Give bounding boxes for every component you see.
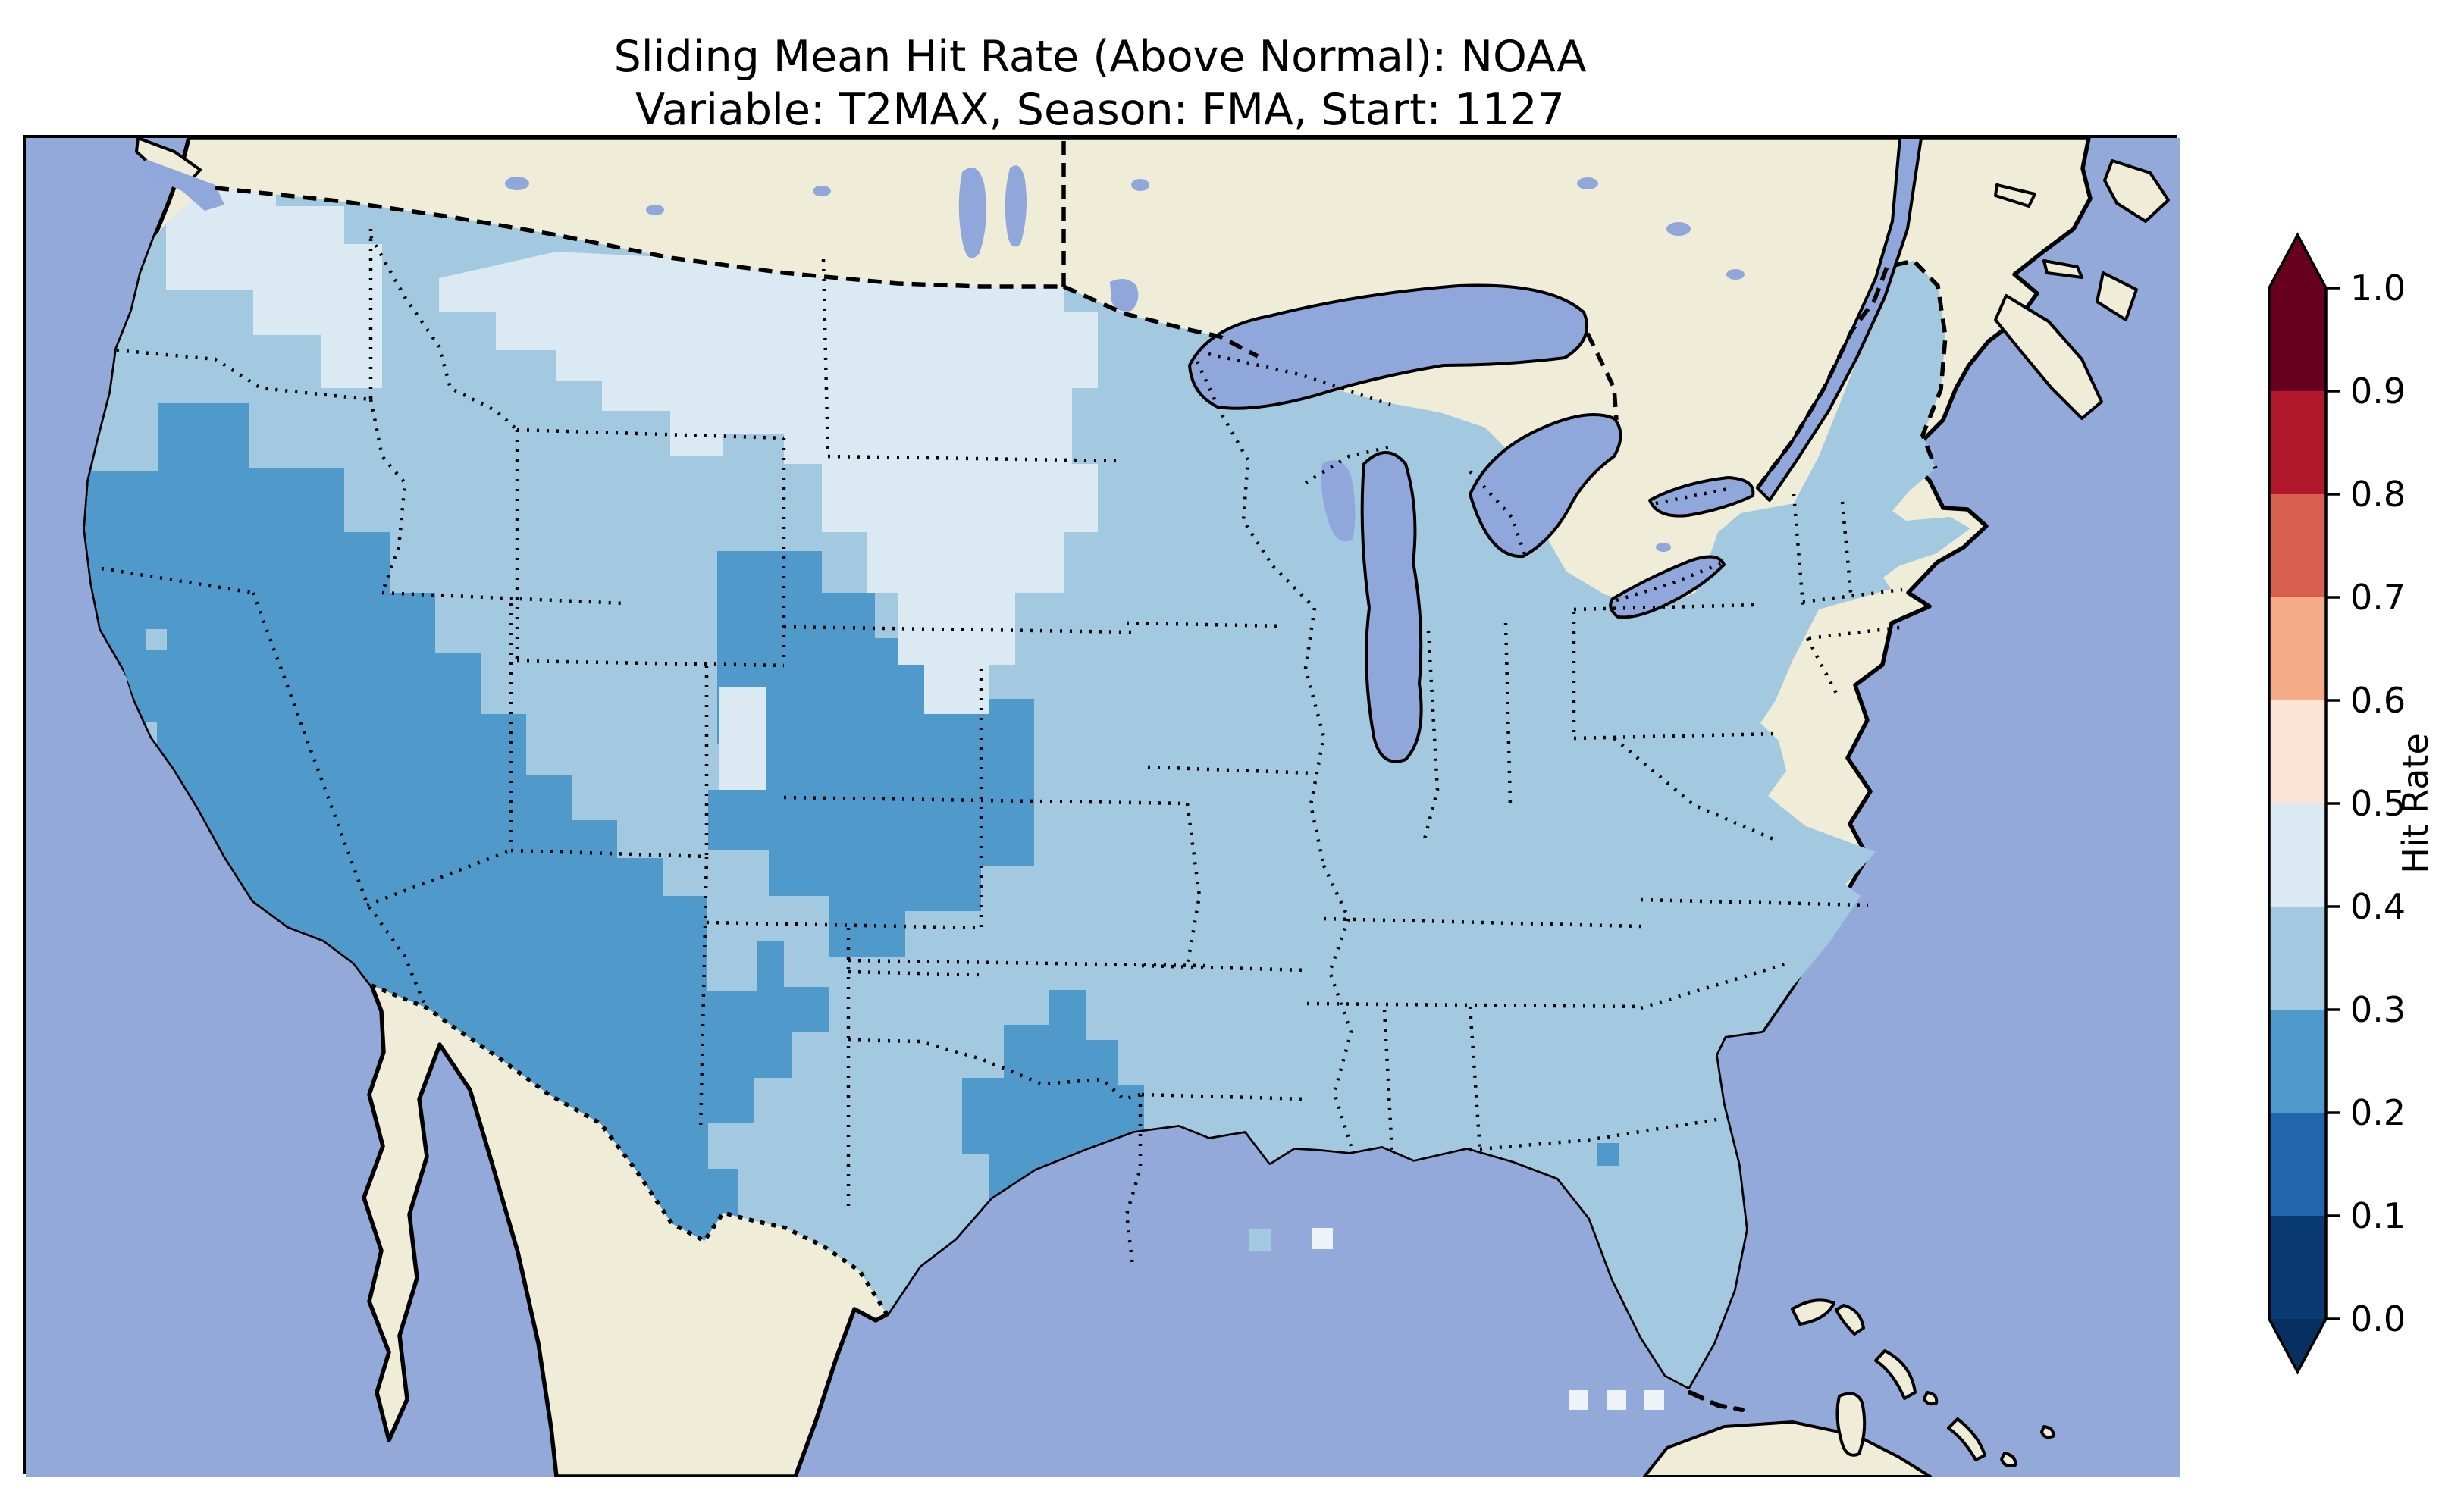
colorbar-tick-label: 0.5 bbox=[2350, 783, 2406, 824]
colorbar-tick-label: 1.0 bbox=[2350, 268, 2406, 309]
colorbar-tick-label: 0.4 bbox=[2350, 886, 2406, 927]
bahamas-islet-1 bbox=[1923, 1391, 1939, 1406]
lake-winnipeg bbox=[958, 168, 986, 258]
lake-ontario bbox=[1648, 476, 1755, 518]
hitrate-cell-florida-keys-3 bbox=[1644, 1390, 1664, 1410]
colorbar-bin-0.6-0.7 bbox=[2269, 597, 2326, 700]
hitrate-cell-georgia-0.2-0.3 bbox=[1597, 1143, 1619, 1166]
bahamas-islet-3 bbox=[2040, 1425, 2055, 1439]
colorbar-bin-0.8-0.9 bbox=[2269, 391, 2326, 494]
colorbar-bin-0.7-0.8 bbox=[2269, 494, 2326, 597]
colorbar-tick-label: 0.9 bbox=[2350, 371, 2406, 412]
state-boundaries bbox=[101, 229, 1907, 1267]
canada-lake-1 bbox=[505, 177, 529, 190]
bahamas-eleuthera bbox=[1874, 1349, 1917, 1400]
florida-keys bbox=[1688, 1390, 1745, 1412]
canada-lake-6 bbox=[646, 205, 664, 215]
colorbar-bin-0.9-1.0 bbox=[2269, 288, 2326, 391]
colorbar-bin-0.4-0.5 bbox=[2269, 803, 2326, 907]
cuba bbox=[1643, 1420, 1932, 1477]
us-canada-border-stlawrence bbox=[1755, 299, 1876, 490]
lake-michigan bbox=[1360, 451, 1423, 763]
bahamas-andros bbox=[1835, 1392, 1867, 1457]
map-axes bbox=[23, 135, 2180, 1477]
figure-title: Sliding Mean Hit Rate (Above Normal): NO… bbox=[23, 30, 2177, 136]
colorbar-bin-0.5-0.6 bbox=[2269, 700, 2326, 803]
green-bay bbox=[1321, 460, 1356, 542]
bahamas-islet-2 bbox=[2000, 1452, 2017, 1467]
hitrate-cell-louisiana-delta bbox=[1312, 1228, 1333, 1249]
lake-huron bbox=[1469, 413, 1622, 559]
lake-superior bbox=[1188, 283, 1588, 410]
lake-manitoba bbox=[1005, 165, 1027, 247]
anticosti-island bbox=[1994, 183, 2036, 208]
colorbar-extend-over bbox=[2269, 235, 2326, 288]
hitrate-region-upper-midwest-0.4-0.5 bbox=[439, 252, 1098, 714]
colorbar-tick-label: 0.8 bbox=[2350, 474, 2406, 515]
colorbar-bin-0.2-0.3 bbox=[2269, 1010, 2326, 1113]
canada-lake-3 bbox=[1666, 222, 1691, 236]
canada-lakes bbox=[505, 165, 1745, 552]
islands bbox=[135, 138, 2170, 1477]
colorbar-bin-0.1-0.2 bbox=[2269, 1113, 2326, 1216]
hitrate-region-washington-0.4-0.5 bbox=[166, 188, 382, 388]
colorbar: 1.0 0.9 0.8 0.7 0.6 0.5 0.4 0.3 0.2 0.1 0.0 Hit Ra… bbox=[2268, 232, 2436, 1375]
hitrate-cell-louisiana-coast bbox=[1249, 1229, 1271, 1251]
cape-breton-island bbox=[2096, 271, 2138, 321]
us-canada-border-maine bbox=[1872, 258, 1948, 469]
bahamas-long-island bbox=[1947, 1417, 1986, 1461]
puget-sound bbox=[143, 159, 224, 211]
colorbar-ticks: 1.0 0.9 0.8 0.7 0.6 0.5 0.4 0.3 0.2 0.1 0.0 bbox=[2326, 268, 2406, 1339]
colorbar-extend-under bbox=[2269, 1319, 2326, 1372]
map-canvas bbox=[26, 138, 2180, 1477]
colorbar-tick-label: 0.1 bbox=[2350, 1195, 2406, 1236]
colorbar-axis-label: Hit Rate bbox=[2395, 733, 2436, 874]
great-lakes bbox=[1110, 138, 1923, 763]
title-line-1: Sliding Mean Hit Rate (Above Normal): NO… bbox=[613, 32, 1587, 82]
colorbar-tick-label: 0.2 bbox=[2350, 1092, 2406, 1133]
colorbar-bin-0.3-0.4 bbox=[2269, 907, 2326, 1010]
canada-lake-7 bbox=[813, 186, 831, 196]
title-line-2: Variable: T2MAX, Season: FMA, Start: 112… bbox=[635, 85, 1565, 135]
us-canada-border bbox=[215, 186, 1064, 289]
prince-edward-island bbox=[2042, 259, 2083, 279]
bahamas-grand-bahama bbox=[1791, 1298, 1835, 1326]
colorbar-bins bbox=[2269, 288, 2326, 1319]
canada-lake-8 bbox=[1656, 543, 1671, 552]
hitrate-cell-california-coast-1 bbox=[146, 629, 167, 650]
canada-lake-5 bbox=[1577, 177, 1598, 189]
canada-lake-2 bbox=[1131, 179, 1149, 191]
colorbar-tick-label: 0.0 bbox=[2350, 1298, 2406, 1339]
hitrate-carve-colorado-0.3-0.4 bbox=[707, 858, 757, 991]
colorbar-bin-0.0-0.1 bbox=[2269, 1216, 2326, 1319]
bahamas-abaco bbox=[1835, 1304, 1865, 1336]
hitrate-cell-florida-keys-2 bbox=[1607, 1390, 1626, 1410]
international-borders bbox=[215, 141, 1948, 1316]
colorbar-tick-label: 0.3 bbox=[2350, 989, 2406, 1030]
colorbar-tick-label: 0.6 bbox=[2350, 680, 2406, 721]
colorbar-tick-label: 0.7 bbox=[2350, 577, 2406, 618]
lake-of-the-woods bbox=[1110, 279, 1139, 312]
canada-lake-4 bbox=[1726, 269, 1745, 280]
newfoundland bbox=[2103, 159, 2170, 223]
hitrate-cell-florida-keys-1 bbox=[1569, 1390, 1588, 1410]
us-canada-border-mn bbox=[1062, 284, 1259, 359]
nova-scotia bbox=[1994, 294, 2103, 420]
lake-erie bbox=[1609, 555, 1726, 619]
hitrate-carve-utah-0.4-0.5 bbox=[719, 687, 766, 790]
